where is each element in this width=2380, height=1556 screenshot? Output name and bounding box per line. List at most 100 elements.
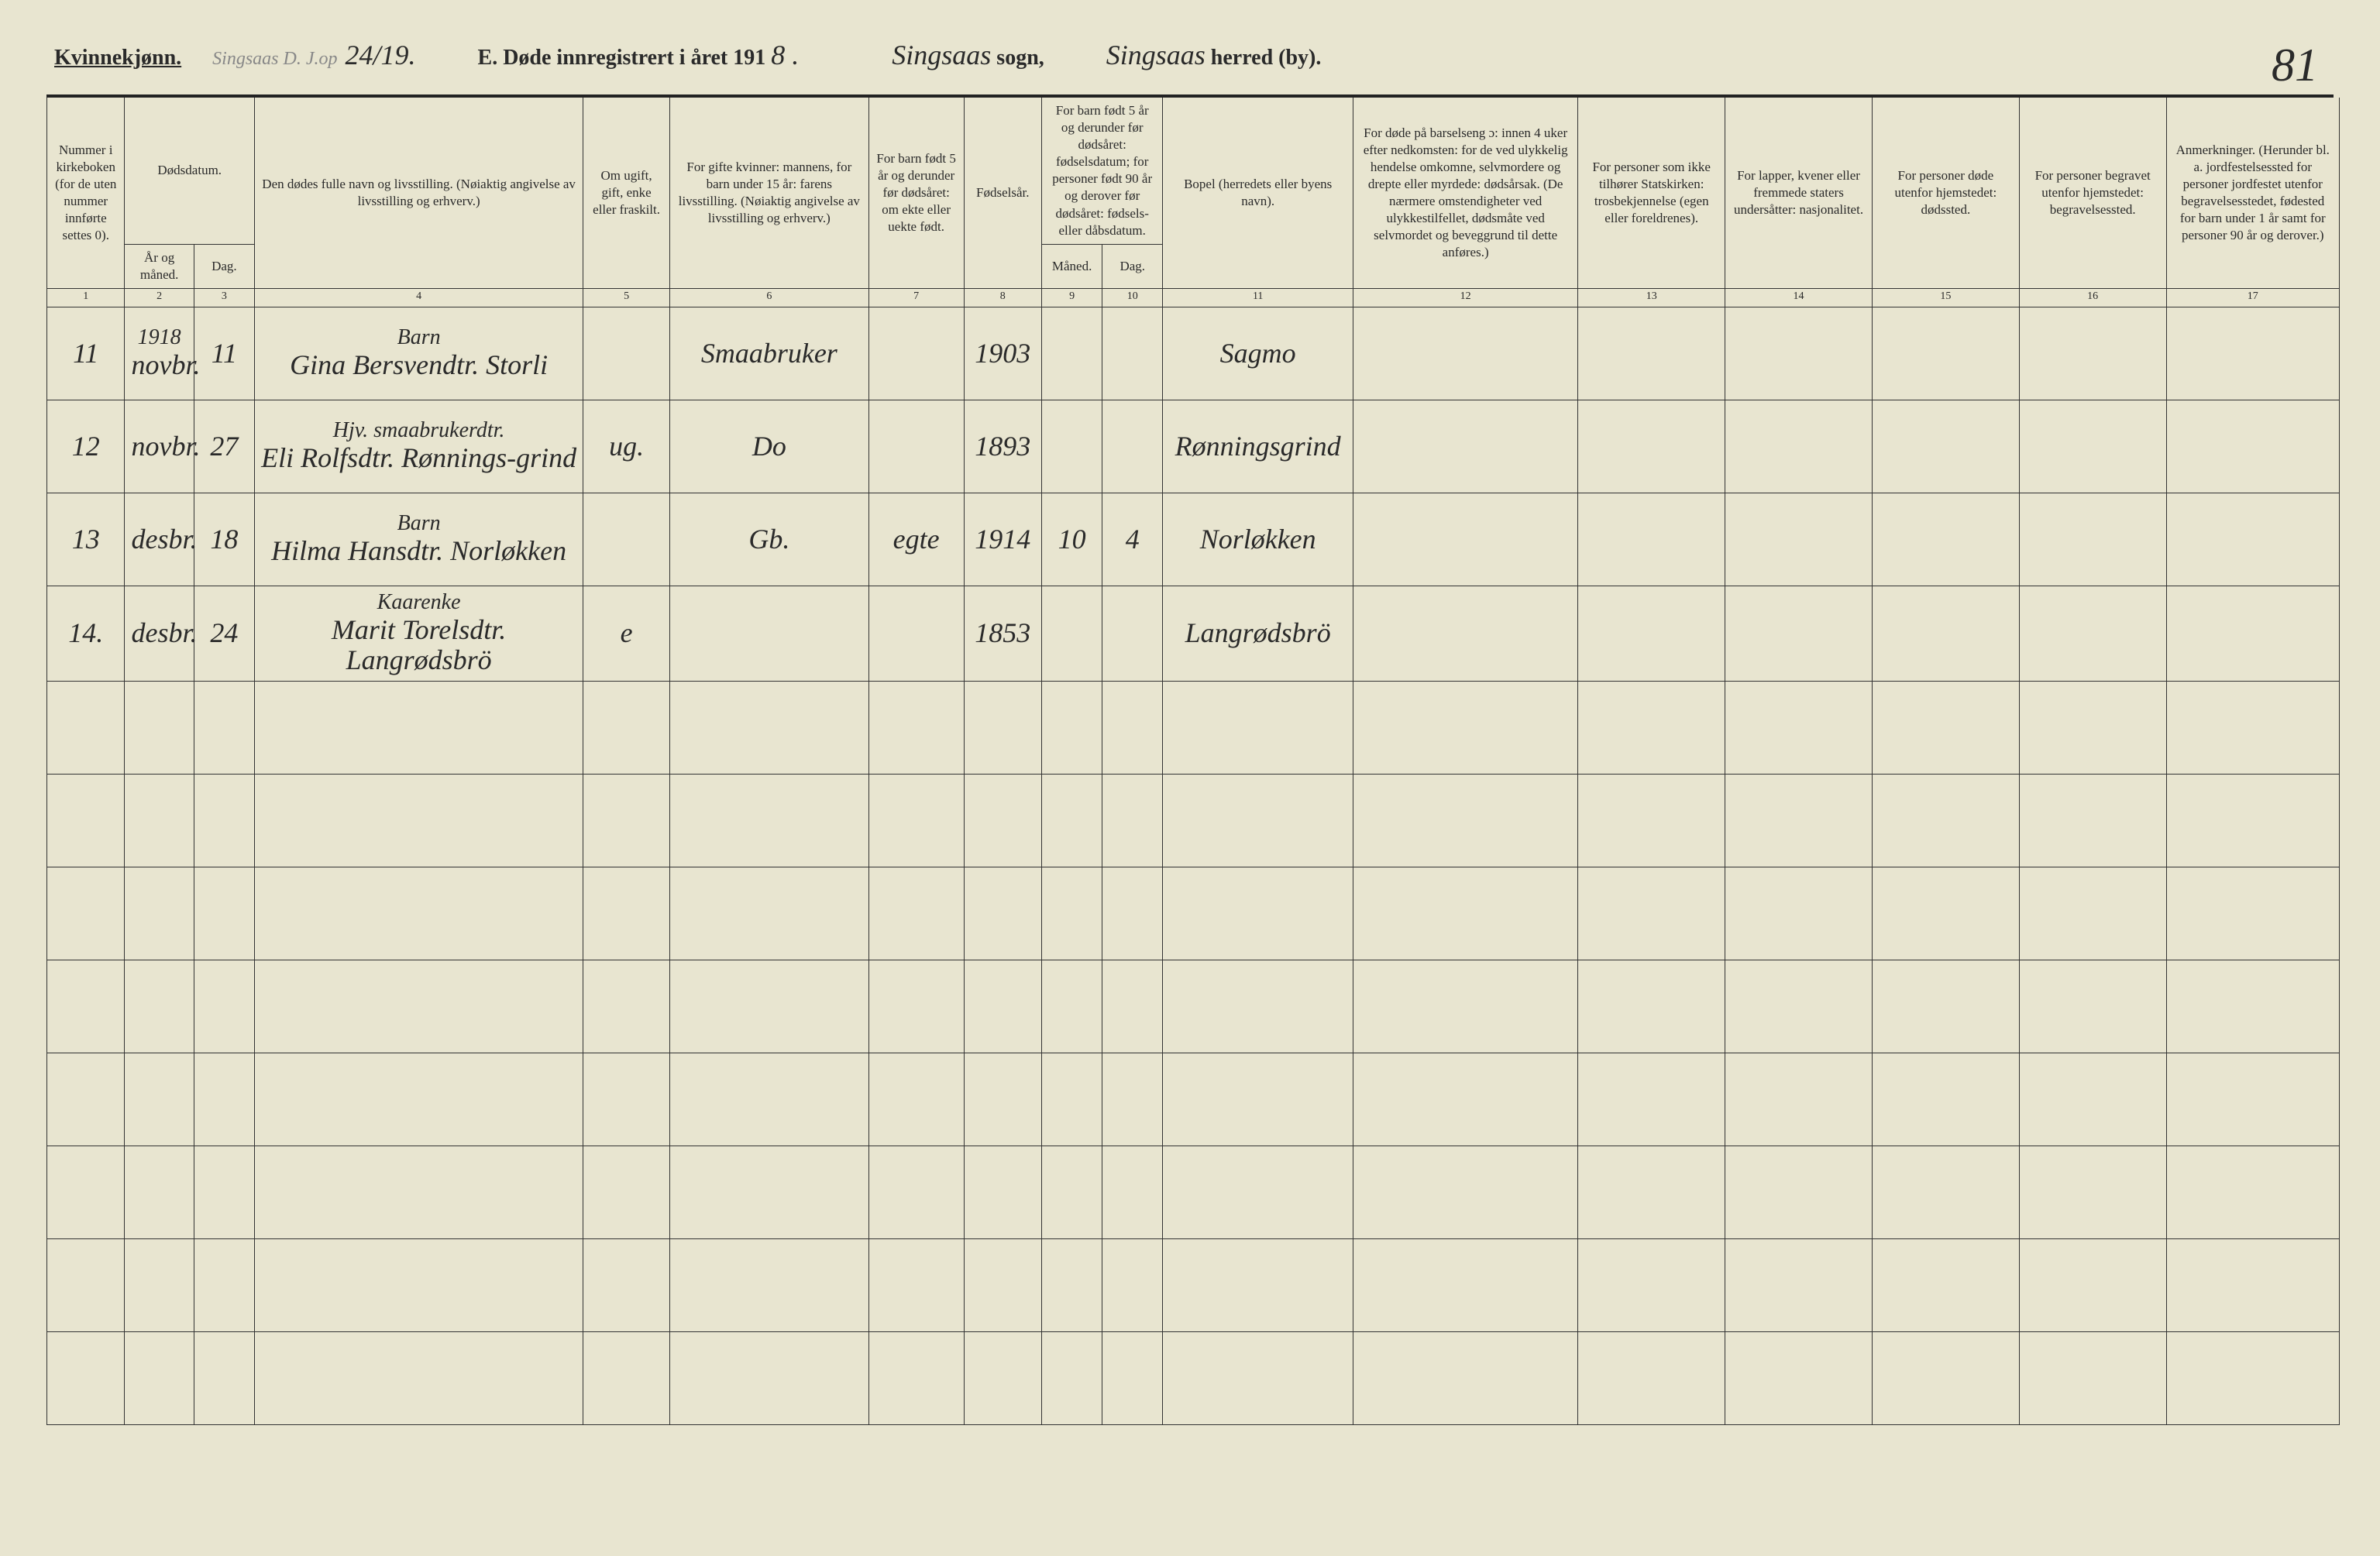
table-cell — [1872, 493, 2019, 586]
table-cell: Hjv. smaabrukerdtr.Eli Rolfsdtr. Rønning… — [254, 400, 583, 493]
form-title: E. Døde innregistrert i året 191 8 . — [478, 39, 800, 71]
table-cell: 18 — [194, 493, 254, 586]
table-cell: 27 — [194, 400, 254, 493]
table-cell: BarnGina Bersvendtr. Storli — [254, 307, 583, 400]
table-cell — [1353, 586, 1578, 681]
table-cell — [1578, 493, 1725, 586]
col-header-10: Dag. — [1102, 244, 1163, 288]
table-cell: 11 — [47, 307, 125, 400]
table-row-empty — [47, 681, 2340, 774]
sogn-field: Singsaas sogn, — [892, 39, 1044, 71]
table-cell — [1102, 400, 1163, 493]
archive-stamp: Singsaas D. J.op — [212, 49, 337, 70]
table-cell — [868, 586, 964, 681]
col-header-15: For personer døde utenfor hjemstedet: dø… — [1872, 98, 2019, 288]
table-cell — [868, 307, 964, 400]
col-header-4: Den dødes fulle navn og livsstilling. (N… — [254, 98, 583, 288]
table-cell — [669, 586, 868, 681]
col-header-5: Om ugift, gift, enke eller fraskilt. — [583, 98, 670, 288]
table-row-empty — [47, 1331, 2340, 1424]
table-cell: Gb. — [669, 493, 868, 586]
table-cell — [2166, 493, 2339, 586]
page-number: 81 — [2272, 39, 2318, 92]
table-cell: 1893 — [964, 400, 1041, 493]
table-cell: 24 — [194, 586, 254, 681]
col-header-dodsdatum: Dødsdatum. — [125, 98, 254, 244]
table-cell: 11 — [194, 307, 254, 400]
table-cell — [1725, 400, 1873, 493]
table-cell — [1042, 586, 1102, 681]
col-header-7: For barn født 5 år og derunder før dødså… — [868, 98, 964, 288]
table-body: 111918novbr.11BarnGina Bersvendtr. Storl… — [47, 307, 2340, 1424]
table-cell: KaarenkeMarit Torelsdtr. Langrødsbrö — [254, 586, 583, 681]
table-cell: ug. — [583, 400, 670, 493]
table-row: 13desbr.18BarnHilma Hansdtr. Norløkken Gb… — [47, 493, 2340, 586]
table-cell — [1578, 400, 1725, 493]
table-cell: 4 — [1102, 493, 1163, 586]
table-cell: Sagmo — [1163, 307, 1353, 400]
col-header-12: For døde på barselseng ɔ: innen 4 uker e… — [1353, 98, 1578, 288]
table-cell: 1918novbr. — [125, 307, 194, 400]
table-row: 14.desbr.24KaarenkeMarit Torelsdtr. Lang… — [47, 586, 2340, 681]
stamp-date: 24/19. — [346, 39, 416, 71]
table-cell: Rønningsgrind — [1163, 400, 1353, 493]
table-cell — [2019, 400, 2166, 493]
col-header-birthdate: For barn født 5 år og derunder før dødså… — [1042, 98, 1163, 244]
col-header-9: Måned. — [1042, 244, 1102, 288]
table-header: Nummer i kirke­boken (for de uten nummer… — [47, 98, 2340, 307]
table-cell — [1042, 400, 1102, 493]
col-header-3: Dag. — [194, 244, 254, 288]
table-cell — [1872, 400, 2019, 493]
table-cell: novbr. — [125, 400, 194, 493]
col-header-17: Anmerkninger. (Herunder bl. a. jordfeste… — [2166, 98, 2339, 288]
table-cell: e — [583, 586, 670, 681]
death-register-table: Nummer i kirke­boken (for de uten nummer… — [46, 98, 2340, 1425]
gender-label: Kvinnekjønn. — [54, 46, 181, 70]
table-cell: 12 — [47, 400, 125, 493]
col-header-16: For personer begravet utenfor hjemstedet… — [2019, 98, 2166, 288]
table-cell — [2166, 586, 2339, 681]
col-header-6: For gifte kvinner: mannens, for barn und… — [669, 98, 868, 288]
table-cell: 1914 — [964, 493, 1041, 586]
table-cell — [868, 400, 964, 493]
col-header-11: Bopel (herredets eller byens navn). — [1163, 98, 1353, 288]
table-row-empty — [47, 1238, 2340, 1331]
table-cell — [2019, 493, 2166, 586]
table-cell — [583, 493, 670, 586]
table-cell — [1102, 307, 1163, 400]
table-cell: 1853 — [964, 586, 1041, 681]
table-row: 12novbr.27Hjv. smaabrukerdtr.Eli Rolfsdt… — [47, 400, 2340, 493]
table-cell — [2166, 400, 2339, 493]
table-cell — [2019, 586, 2166, 681]
table-cell — [1725, 586, 1873, 681]
table-cell: desbr. — [125, 586, 194, 681]
table-cell — [1353, 493, 1578, 586]
table-cell — [1578, 307, 1725, 400]
col-header-2: År og måned. — [125, 244, 194, 288]
table-cell: 13 — [47, 493, 125, 586]
column-number-row: 1 2 3 4 5 6 7 8 9 10 11 12 13 14 15 16 1… — [47, 288, 2340, 307]
table-cell — [1725, 307, 1873, 400]
table-cell — [1872, 307, 2019, 400]
table-row-empty — [47, 774, 2340, 867]
table-row-empty — [47, 960, 2340, 1053]
col-header-14: For lapper, kvener eller fremmede stater… — [1725, 98, 1873, 288]
table-row-empty — [47, 1053, 2340, 1146]
table-cell — [1353, 400, 1578, 493]
table-cell — [1353, 307, 1578, 400]
table-cell — [583, 307, 670, 400]
table-cell: Norløkken — [1163, 493, 1353, 586]
table-row-empty — [47, 1146, 2340, 1238]
table-cell: Langrødsbrö — [1163, 586, 1353, 681]
table-cell — [1725, 493, 1873, 586]
table-cell: Smaabruker — [669, 307, 868, 400]
table-cell — [1578, 586, 1725, 681]
table-cell — [2166, 307, 2339, 400]
table-cell: egte — [868, 493, 964, 586]
col-header-8: Fødsels­år. — [964, 98, 1041, 288]
table-cell — [1872, 586, 2019, 681]
table-cell: BarnHilma Hansdtr. Norløkken — [254, 493, 583, 586]
table-cell: desbr. — [125, 493, 194, 586]
table-row-empty — [47, 867, 2340, 960]
col-header-13: For personer som ikke tilhører Statskirk… — [1578, 98, 1725, 288]
